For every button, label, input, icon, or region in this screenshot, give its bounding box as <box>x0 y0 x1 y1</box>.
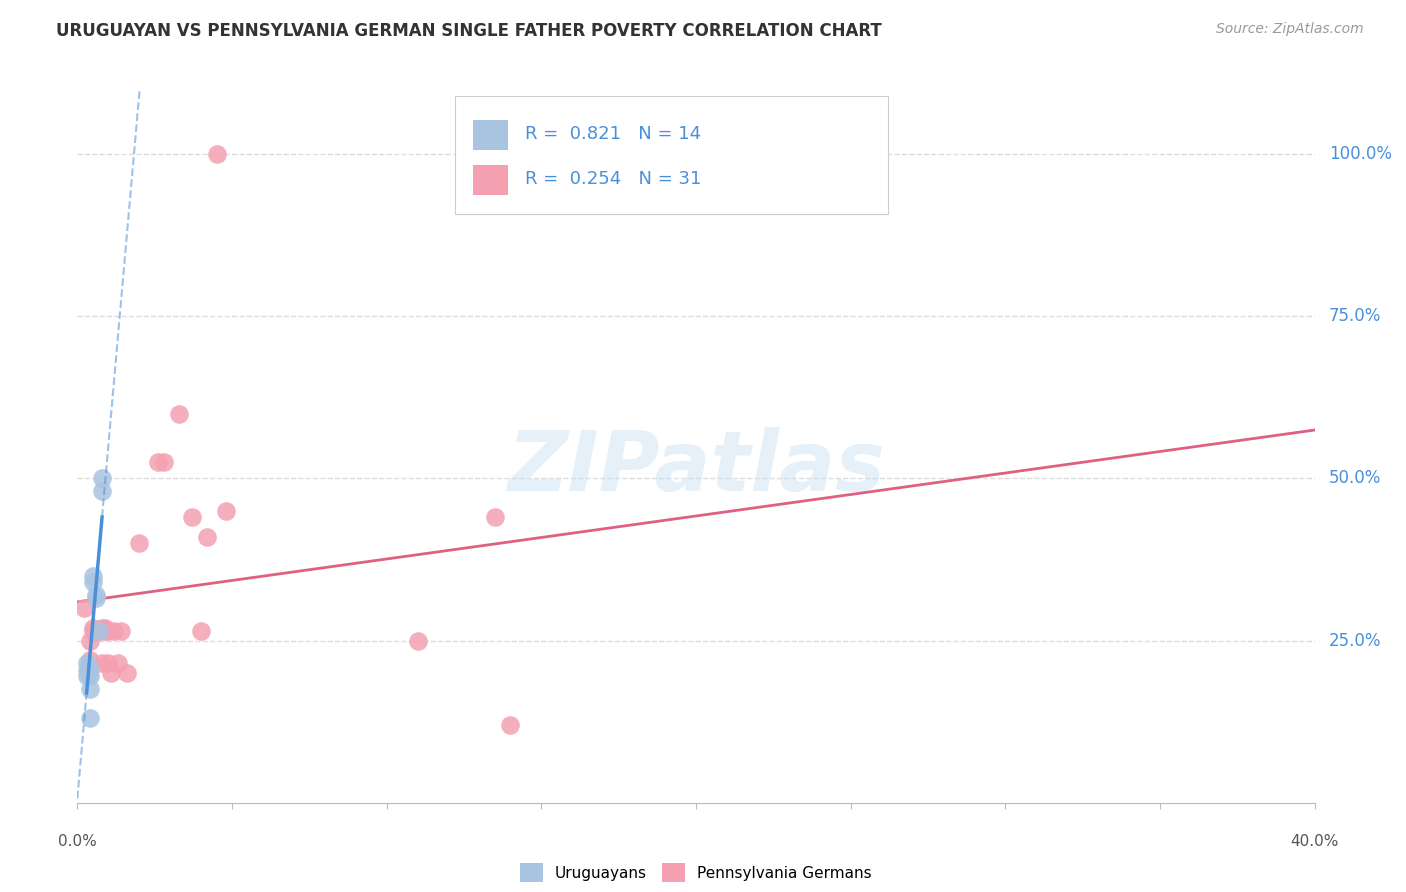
Point <box>406 633 429 648</box>
Point <box>153 455 176 469</box>
Point <box>110 624 132 638</box>
Point <box>79 663 101 677</box>
Point <box>82 624 104 638</box>
Text: URUGUAYAN VS PENNSYLVANIA GERMAN SINGLE FATHER POVERTY CORRELATION CHART: URUGUAYAN VS PENNSYLVANIA GERMAN SINGLE … <box>56 22 882 40</box>
Text: 50.0%: 50.0% <box>1329 469 1381 487</box>
Point <box>79 633 101 648</box>
Point <box>76 657 98 671</box>
Point <box>82 575 104 590</box>
Point <box>484 510 506 524</box>
FancyBboxPatch shape <box>474 120 508 150</box>
Text: 100.0%: 100.0% <box>1329 145 1392 163</box>
Point <box>180 510 202 524</box>
Point <box>100 666 122 681</box>
Text: R =  0.254   N = 31: R = 0.254 N = 31 <box>526 170 702 188</box>
Point <box>87 624 110 638</box>
Point <box>215 504 238 518</box>
Point <box>79 669 101 683</box>
Point <box>103 624 125 638</box>
Point <box>115 666 138 681</box>
Point <box>146 455 169 469</box>
Point <box>72 601 94 615</box>
Point <box>76 663 98 677</box>
Point <box>84 591 107 606</box>
Point <box>169 407 191 421</box>
Text: 40.0%: 40.0% <box>1291 834 1339 849</box>
Point <box>128 536 150 550</box>
Point <box>97 624 120 638</box>
Point <box>84 624 107 638</box>
Point <box>190 624 212 638</box>
Point <box>79 682 101 697</box>
Text: 0.0%: 0.0% <box>58 834 97 849</box>
Point <box>76 669 98 683</box>
Point <box>91 484 114 499</box>
Point <box>195 530 218 544</box>
Point <box>79 653 101 667</box>
Text: R =  0.821   N = 14: R = 0.821 N = 14 <box>526 125 702 143</box>
FancyBboxPatch shape <box>474 165 508 194</box>
Point <box>82 621 104 635</box>
Point <box>79 711 101 725</box>
Point <box>205 147 228 161</box>
Text: 25.0%: 25.0% <box>1329 632 1381 649</box>
Point <box>91 621 114 635</box>
Point <box>91 471 114 485</box>
Legend: Uruguayans, Pennsylvania Germans: Uruguayans, Pennsylvania Germans <box>513 857 879 888</box>
Point <box>82 568 104 582</box>
Point <box>91 657 114 671</box>
Point <box>107 657 129 671</box>
Point <box>87 624 110 638</box>
Text: ZIPatlas: ZIPatlas <box>508 427 884 508</box>
Point <box>94 621 117 635</box>
Text: Source: ZipAtlas.com: Source: ZipAtlas.com <box>1216 22 1364 37</box>
Point <box>84 588 107 602</box>
Point <box>87 624 110 638</box>
FancyBboxPatch shape <box>454 96 887 214</box>
Point <box>97 657 120 671</box>
Text: 75.0%: 75.0% <box>1329 307 1381 326</box>
Point <box>499 718 522 732</box>
Point <box>94 624 117 638</box>
